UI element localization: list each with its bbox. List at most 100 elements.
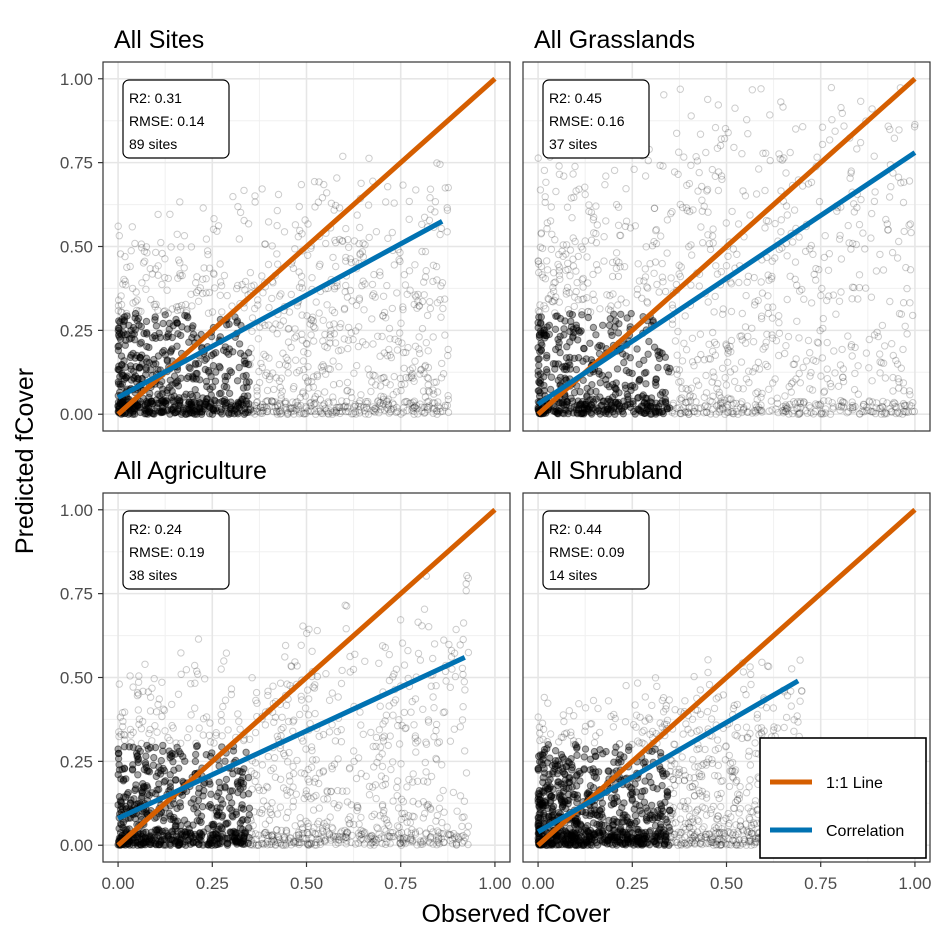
data-point xyxy=(235,363,243,372)
data-point xyxy=(225,350,233,358)
data-point xyxy=(207,831,215,839)
data-point xyxy=(239,384,248,392)
data-point xyxy=(567,323,576,331)
data-point xyxy=(421,247,430,256)
data-point xyxy=(241,409,250,417)
data-point xyxy=(633,345,641,353)
data-point xyxy=(323,301,331,309)
data-point xyxy=(233,284,241,293)
data-point xyxy=(537,346,545,354)
data-point xyxy=(176,272,185,280)
data-point xyxy=(410,300,418,309)
data-point xyxy=(142,273,150,282)
data-point xyxy=(437,374,446,382)
data-point xyxy=(290,404,298,412)
data-point xyxy=(225,410,233,418)
data-point xyxy=(393,403,401,412)
data-point xyxy=(172,303,181,311)
data-point xyxy=(242,400,251,408)
data-point xyxy=(430,404,438,412)
data-point xyxy=(242,378,251,387)
data-point xyxy=(331,236,339,245)
data-point xyxy=(119,777,128,785)
data-point xyxy=(437,224,445,233)
data-point xyxy=(196,408,204,416)
data-point xyxy=(399,181,407,189)
data-point xyxy=(209,269,218,277)
data-point xyxy=(170,392,178,400)
data-point xyxy=(553,409,561,418)
data-point xyxy=(140,329,148,338)
data-point xyxy=(369,403,377,411)
data-point xyxy=(348,410,356,418)
data-point xyxy=(237,398,245,406)
data-point xyxy=(311,393,320,401)
data-point xyxy=(383,404,391,412)
data-point xyxy=(134,402,142,410)
data-point xyxy=(254,335,263,343)
data-point xyxy=(194,359,203,368)
data-point xyxy=(251,410,259,418)
data-point xyxy=(374,398,382,406)
data-point xyxy=(224,819,232,827)
data-point xyxy=(589,323,598,332)
data-point xyxy=(556,373,565,382)
data-point xyxy=(540,326,549,334)
data-point xyxy=(322,406,330,415)
data-point xyxy=(292,356,300,364)
data-point xyxy=(217,282,226,290)
data-point xyxy=(173,396,182,404)
data-point xyxy=(420,409,428,417)
data-point xyxy=(318,194,327,202)
data-point xyxy=(240,765,248,773)
data-point xyxy=(292,406,300,414)
data-point xyxy=(411,357,419,365)
data-point xyxy=(222,775,231,784)
data-point xyxy=(641,394,650,402)
data-point xyxy=(180,393,188,401)
data-point xyxy=(396,257,404,266)
data-point xyxy=(142,358,151,366)
stat-sites: 38 sites xyxy=(129,567,177,583)
data-point xyxy=(206,385,214,393)
data-point xyxy=(133,402,141,410)
data-point xyxy=(322,239,330,248)
data-point xyxy=(156,333,164,342)
data-point xyxy=(138,351,146,359)
data-point xyxy=(289,385,298,393)
data-point xyxy=(222,348,231,356)
data-point xyxy=(433,276,441,284)
data-point xyxy=(129,323,138,332)
y-tick-label: 0.50 xyxy=(60,238,93,257)
data-point xyxy=(240,410,249,418)
data-point xyxy=(209,405,217,413)
data-point xyxy=(436,230,444,239)
data-point xyxy=(117,799,126,807)
data-point xyxy=(162,399,170,408)
data-point xyxy=(154,210,162,219)
data-point xyxy=(368,315,376,323)
data-point xyxy=(537,313,545,321)
data-point xyxy=(304,349,312,358)
data-point xyxy=(298,284,306,292)
data-point xyxy=(563,343,571,351)
data-point xyxy=(284,410,292,418)
data-point xyxy=(191,757,200,766)
data-point xyxy=(229,770,237,778)
data-point xyxy=(296,226,304,235)
data-point xyxy=(218,410,226,418)
data-point xyxy=(287,343,295,352)
data-point xyxy=(167,347,175,355)
stat-r2: R2: 0.24 xyxy=(129,521,182,537)
data-point xyxy=(536,376,545,385)
data-point xyxy=(343,378,352,387)
data-point xyxy=(534,355,542,363)
data-point xyxy=(166,210,174,219)
data-point xyxy=(372,405,380,414)
data-point xyxy=(330,308,339,317)
data-point xyxy=(397,319,405,327)
data-point xyxy=(580,753,588,761)
data-point xyxy=(298,330,306,338)
data-point xyxy=(359,277,367,285)
data-point xyxy=(362,341,370,349)
